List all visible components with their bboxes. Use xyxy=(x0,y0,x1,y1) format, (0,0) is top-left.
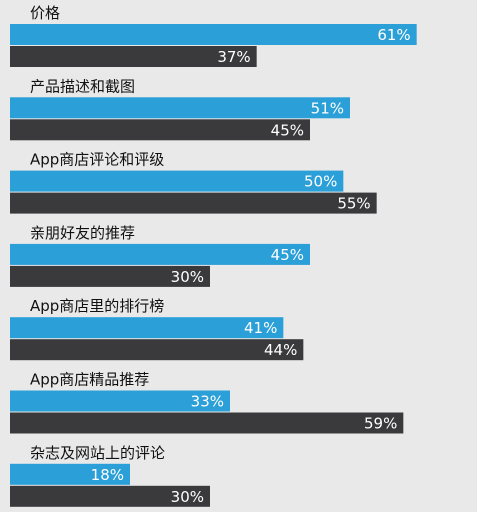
bar-series-1 xyxy=(10,463,130,485)
bar-series-2 xyxy=(10,412,404,434)
bar-series-1 xyxy=(10,170,344,192)
value-label: 55% xyxy=(337,195,370,213)
value-label: 51% xyxy=(311,99,344,117)
bar-series-2 xyxy=(10,46,257,67)
bar-series-2 xyxy=(10,339,304,361)
value-label: 30% xyxy=(171,488,204,506)
value-label: 61% xyxy=(377,26,410,44)
value-label: 45% xyxy=(271,121,304,139)
category-label: 亲朋好友的推荐 xyxy=(30,224,135,242)
value-label: 30% xyxy=(171,268,204,286)
bar-series-2 xyxy=(10,265,210,287)
category-label: 价格 xyxy=(30,4,60,22)
bar-series-1 xyxy=(10,243,310,265)
category-label: 杂志及网站上的评论 xyxy=(30,444,165,462)
bar-series-1 xyxy=(10,390,230,412)
category-label: App商店评论和评级 xyxy=(30,151,164,169)
value-label: 50% xyxy=(304,173,337,191)
category-label: App商店里的排行榜 xyxy=(30,297,164,315)
value-label: 18% xyxy=(91,466,124,484)
bar-series-2 xyxy=(10,119,310,141)
value-label: 44% xyxy=(264,341,297,359)
bar-series-1 xyxy=(10,24,417,45)
value-label: 59% xyxy=(364,415,397,433)
value-label: 33% xyxy=(191,393,224,411)
bar-series-1 xyxy=(10,97,350,119)
bar-series-2 xyxy=(10,485,210,507)
value-label: 45% xyxy=(271,246,304,264)
value-label: 37% xyxy=(217,48,250,66)
bar-series-1 xyxy=(10,317,284,339)
bar-series-2 xyxy=(10,192,377,214)
value-label: 41% xyxy=(244,319,277,337)
category-label: 产品描述和截图 xyxy=(30,77,135,95)
category-label: App商店精品推荐 xyxy=(30,371,149,389)
